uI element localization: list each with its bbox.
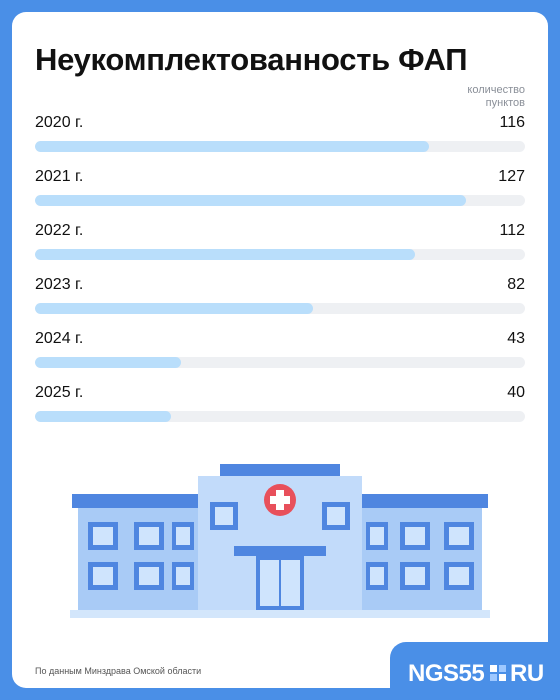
bar [35, 411, 171, 422]
value-label: 127 [498, 168, 525, 185]
bar [35, 141, 429, 152]
unit-label: количество пунктов [467, 84, 525, 109]
bar-track [35, 411, 525, 422]
brand-domain: RU [510, 660, 544, 687]
bar-row: 2021 г. 127 [35, 168, 525, 208]
category-label: 2021 г. [35, 168, 84, 185]
bar [35, 249, 416, 260]
bar-track [35, 357, 525, 368]
value-label: 116 [499, 114, 525, 131]
bar-row: 2020 г. 116 [35, 114, 525, 154]
bar-row: 2024 г. 43 [35, 330, 525, 370]
brand-icon [490, 665, 506, 681]
value-label: 40 [507, 384, 525, 401]
bar-track [35, 249, 525, 260]
card: Неукомплектованность ФАП количество пунк… [12, 12, 548, 688]
bar-track [35, 141, 525, 152]
category-label: 2023 г. [35, 276, 84, 293]
building-illustration [70, 464, 490, 618]
bar-track [35, 195, 525, 206]
category-label: 2022 г. [35, 222, 84, 239]
category-label: 2024 г. [35, 330, 84, 347]
brand-logo: NGS55 RU [390, 642, 560, 700]
brand-name: NGS55 [408, 660, 485, 687]
bar-row: 2025 г. 40 [35, 384, 525, 424]
source-note: По данным Минздрава Омской области [35, 666, 202, 676]
value-label: 43 [507, 330, 525, 347]
value-label: 82 [507, 276, 525, 293]
bar-row: 2023 г. 82 [35, 276, 525, 316]
category-label: 2020 г. [35, 114, 84, 131]
bar-track [35, 303, 525, 314]
bar-row: 2022 г. 112 [35, 222, 525, 262]
bar [35, 195, 467, 206]
chart-title: Неукомплектованность ФАП [35, 42, 468, 77]
bar [35, 357, 181, 368]
category-label: 2025 г. [35, 384, 84, 401]
bar [35, 303, 314, 314]
value-label: 112 [499, 222, 525, 239]
